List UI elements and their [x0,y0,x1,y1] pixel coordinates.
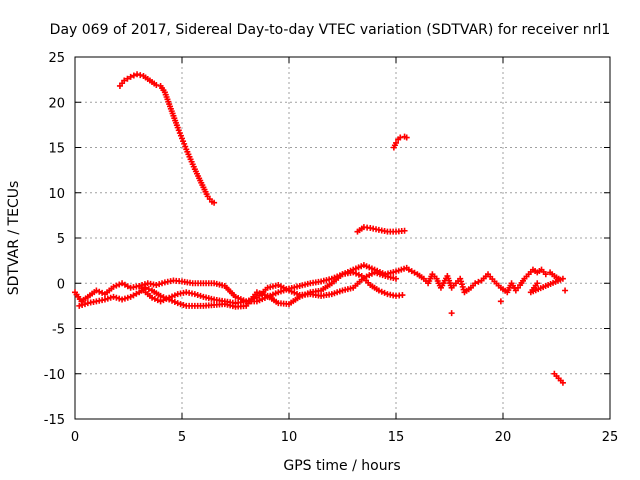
data-point [119,296,126,303]
data-point [559,379,566,386]
data-point [562,287,569,294]
series-short-rise [390,133,410,151]
data-point [174,300,181,307]
data-point [472,280,479,287]
series-negative-tail [551,370,566,386]
data-point [81,301,88,308]
data-point [403,134,410,141]
data-point [104,295,111,302]
data-point [121,77,128,84]
y-axis-label: SDTVAR / TECUs [6,181,22,296]
data-point [475,278,482,285]
y-tick-label: 5 [57,232,65,247]
data-point [194,292,201,299]
data-point [211,199,218,206]
x-tick-label: 0 [71,430,79,445]
data-points [72,71,569,386]
data-point [145,286,152,293]
data-point [113,294,120,301]
series-low-band-3 [136,269,399,307]
data-point [399,292,406,299]
y-tick-label: 20 [48,96,65,111]
series-late-scatter [405,266,569,317]
data-point [497,298,504,305]
data-point [137,72,144,79]
data-point [79,301,86,308]
data-point [110,293,117,300]
x-tick-label: 20 [495,430,512,445]
data-point [107,294,114,301]
axis-ticks: 0 5 10 15 20 25 -15 -10 -5 0 5 10 15 20 25 [44,51,619,445]
y-tick-label: -5 [52,323,65,338]
y-tick-label: -10 [44,368,65,383]
data-point [156,281,163,288]
series-mid-band [354,224,408,235]
data-point [401,227,408,234]
data-point [393,139,399,146]
x-axis-label: GPS time / hours [283,458,400,474]
y-tick-label: 15 [48,142,65,157]
data-point [76,302,83,309]
data-point [130,72,137,79]
data-point [159,280,166,287]
data-point [197,292,204,299]
data-point [134,71,141,78]
data-point [177,301,184,308]
data-point [127,73,134,80]
data-point [101,296,108,303]
data-point [121,295,128,302]
grid [75,57,610,419]
data-point [542,271,549,278]
data-point [397,134,404,141]
x-tick-label: 25 [602,430,619,445]
chart-title: Day 069 of 2017, Sidereal Day-to-day VTE… [50,22,611,38]
data-point [180,301,187,308]
series-high-arc [116,71,218,206]
data-point [124,294,131,301]
data-point [116,295,123,302]
y-tick-label: 25 [48,51,65,66]
x-tick-label: 10 [281,430,298,445]
data-point [448,310,455,317]
y-tick-label: 10 [48,187,65,202]
x-tick-label: 5 [178,430,186,445]
data-point [153,282,160,289]
data-point [153,82,160,89]
data-point [124,75,131,82]
data-point [393,275,399,282]
x-tick-label: 15 [388,430,405,445]
data-point [534,280,541,287]
y-tick-label: 0 [57,277,65,292]
data-point [191,291,198,298]
y-tick-label: -15 [44,413,65,428]
